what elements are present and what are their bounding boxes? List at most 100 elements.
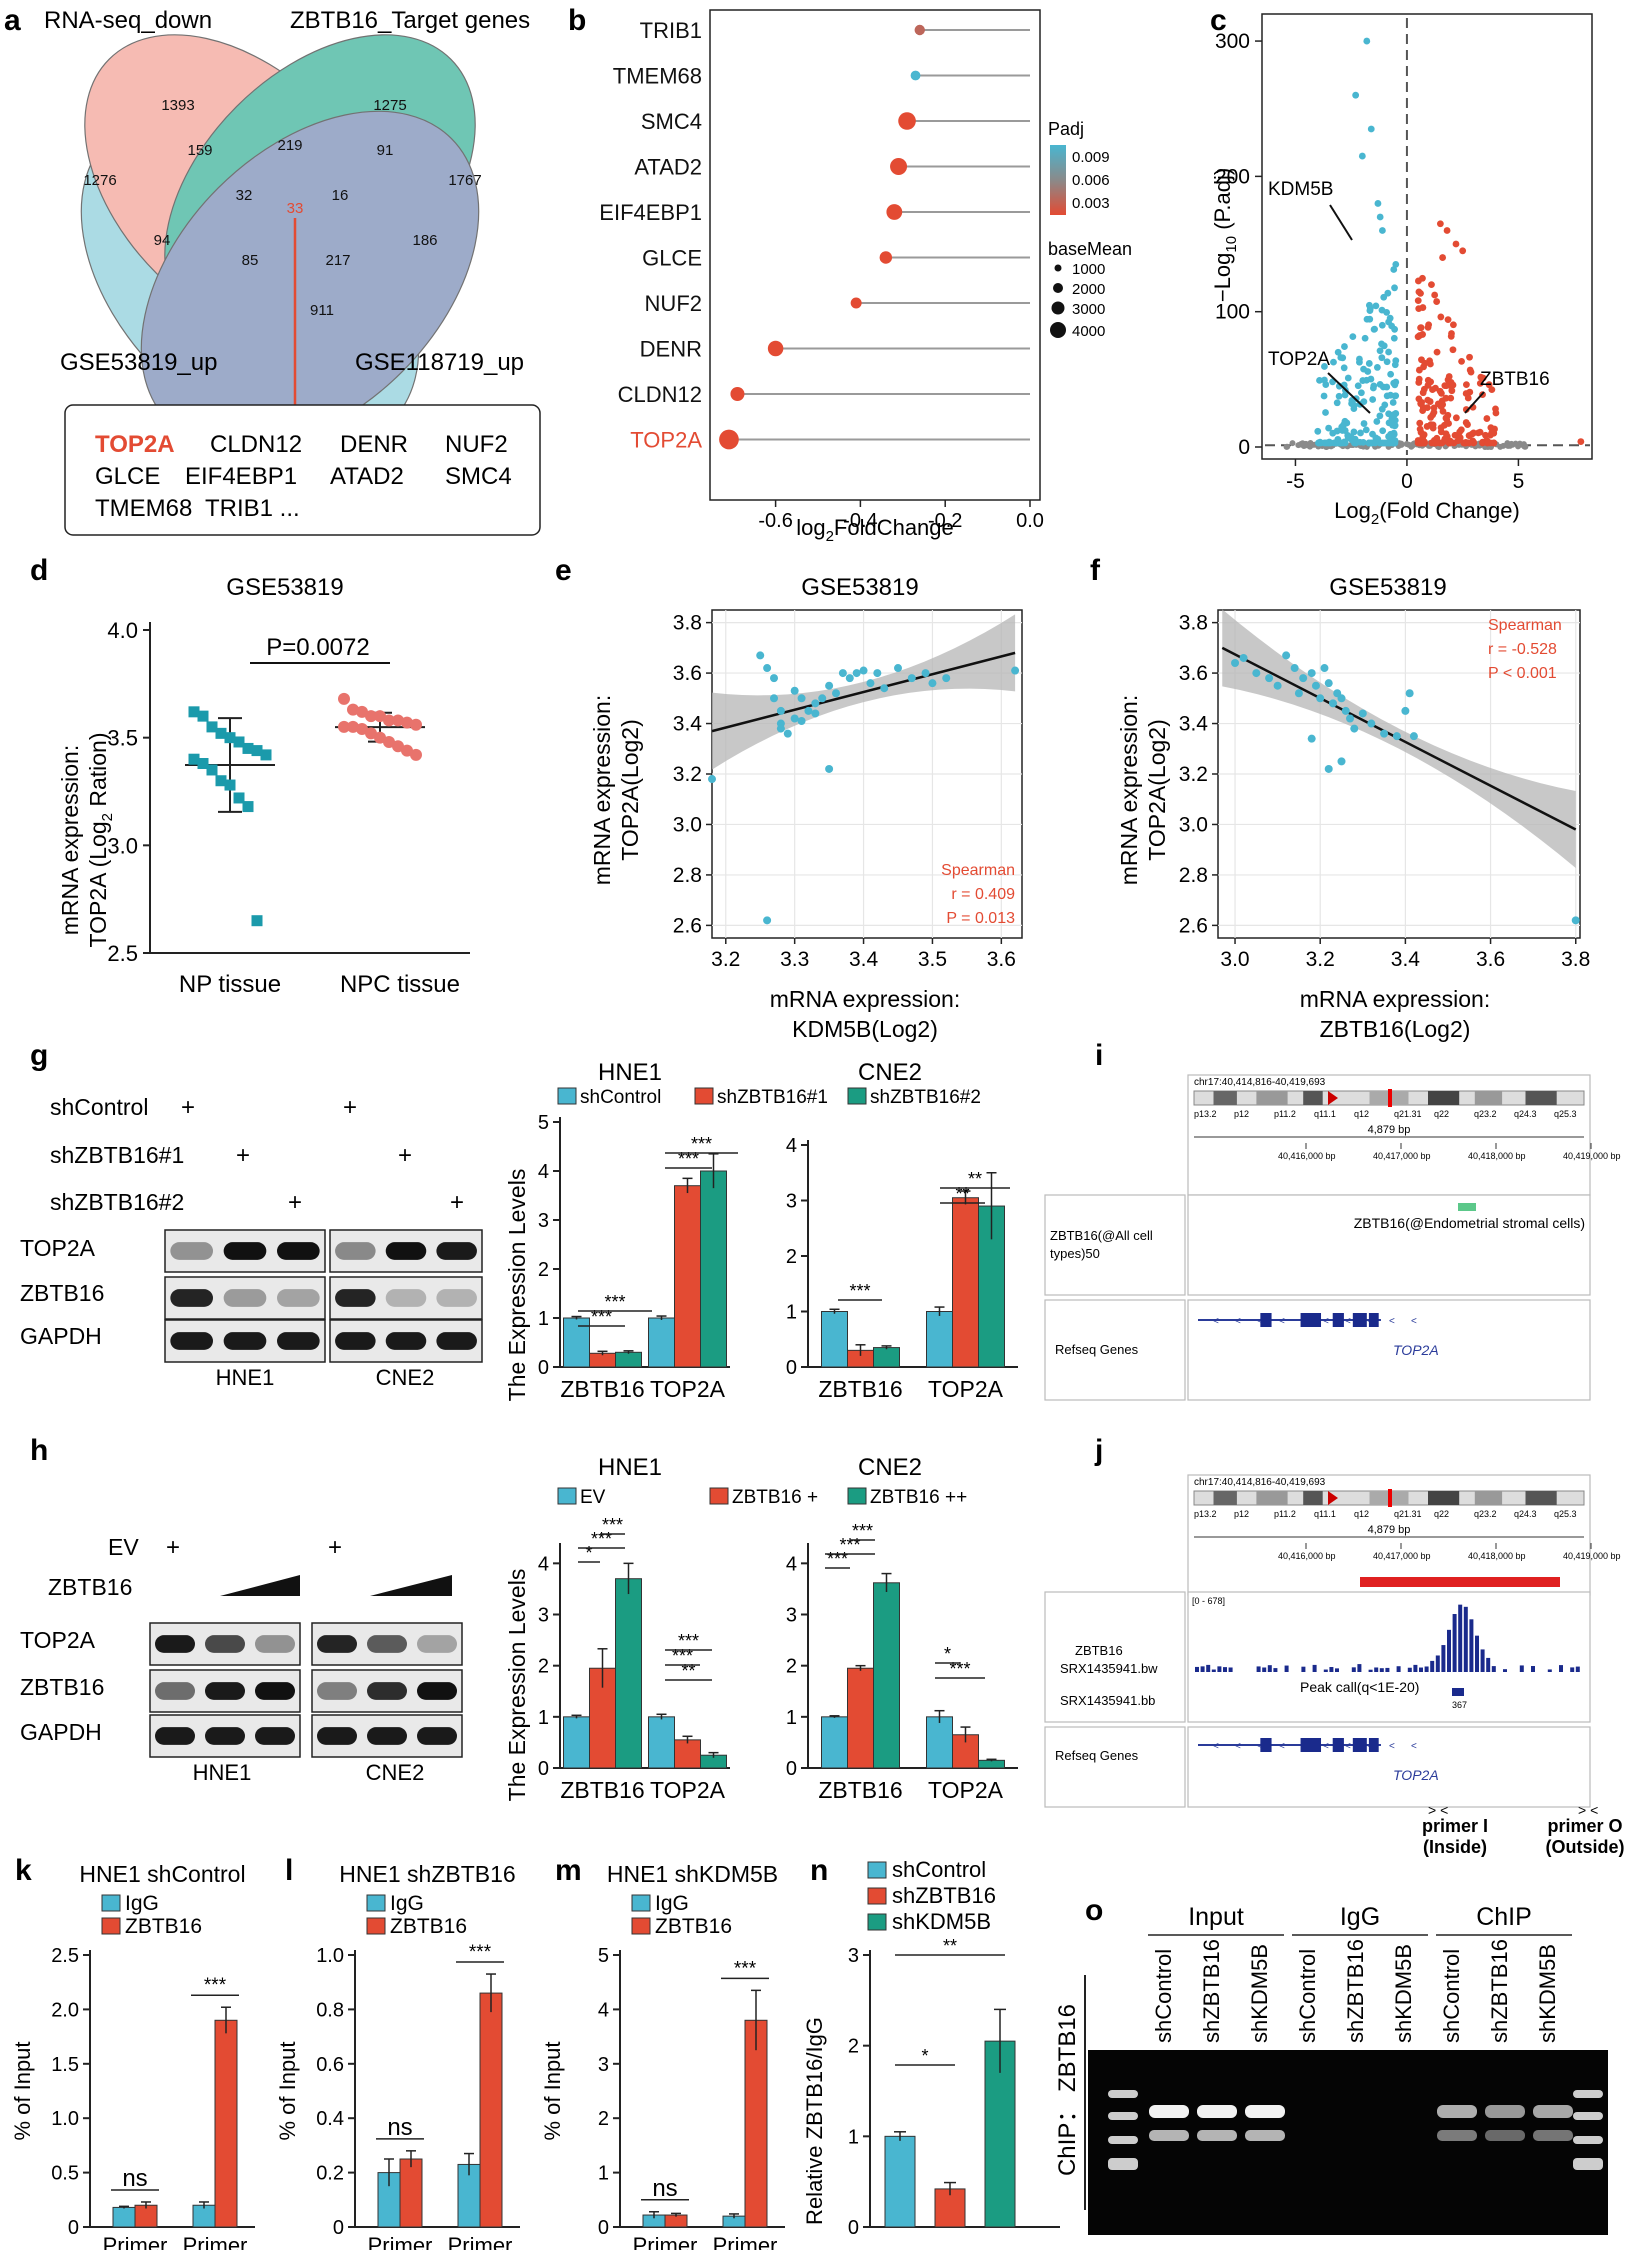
volcano-point-down — [1392, 260, 1400, 268]
panel_e-ytick-label: 3.2 — [673, 763, 702, 786]
panel-o-band — [1197, 2105, 1237, 2118]
panel-f-title: GSE53819 — [1329, 574, 1446, 601]
volcano-point-up — [1488, 386, 1496, 393]
panel_j-coord: 40,419,000 bp — [1563, 1551, 1621, 1561]
venn-count: 1275 — [373, 97, 406, 114]
panel_j-span: 4,879 bp — [1368, 1524, 1411, 1536]
wb-band-label: GAPDH — [20, 1323, 102, 1349]
panel-h-cne2-bar — [821, 1716, 848, 1769]
venn-label: ZBTB16_Target genes — [290, 7, 530, 34]
panel-h-letter: h — [30, 1434, 48, 1467]
volcano-point-down — [1366, 307, 1374, 315]
panel_k-ytick-label: 0.5 — [51, 2163, 79, 2185]
panel-j-primer-label: (Inside) — [1423, 1837, 1487, 1857]
panel_k-legend-label: ZBTB16 — [125, 1915, 202, 1938]
panel-j-primer-label: (Outside) — [1546, 1837, 1625, 1857]
panel-n-legend-swatch — [867, 1887, 887, 1905]
svg-text:+: + — [343, 1094, 357, 1121]
panel_j-band-label: q23.2 — [1474, 1509, 1497, 1519]
venn-gene-highlight: TOP2A — [95, 431, 175, 458]
venn-label: RNA-seq_down — [44, 7, 212, 34]
volcano-point-down — [1390, 334, 1398, 342]
sig-label: *** — [849, 1281, 870, 1301]
panel-o-gel — [1088, 2050, 1608, 2235]
panel_m-ylabel: % of Input — [540, 2041, 565, 2140]
volcano-point-up — [1458, 357, 1465, 365]
volcano-point-down — [1320, 392, 1328, 400]
volcano-point-down — [1335, 392, 1343, 400]
panel_e-point — [797, 717, 806, 726]
sig-label: ** — [955, 1184, 969, 1204]
panel_m-ytick-label: 2 — [598, 2108, 609, 2130]
panel-g-title: CNE2 — [858, 1059, 922, 1086]
volcano-point-down — [1385, 433, 1392, 440]
panel-h-cne2-bar — [926, 1716, 953, 1769]
panel-h-hne1-ytick-label: 1 — [538, 1707, 549, 1729]
panel-j-signal — [1284, 1665, 1289, 1672]
panel_e-xtick-label: 3.6 — [987, 948, 1016, 971]
lollipop-gene-label: TRIB1 — [640, 18, 702, 43]
volcano-point-up — [1449, 321, 1457, 329]
wb-g-hne1-band — [277, 1332, 320, 1350]
venn-gene: EIF4EBP1 — [185, 463, 297, 490]
panel-j-signal — [1379, 1668, 1384, 1672]
panel-g-hne1-bar — [589, 1352, 616, 1368]
wb-g-hne1-band — [170, 1289, 213, 1307]
wb-band-label: TOP2A — [20, 1627, 96, 1653]
panel-d-npc-point — [383, 714, 395, 727]
lollipop-gene-label: EIF4EBP1 — [599, 200, 702, 225]
volcano-point-up — [1443, 227, 1451, 234]
panel_f-point — [1252, 669, 1261, 678]
panel-h-legend-swatch — [557, 1487, 577, 1505]
panel_f-point — [1571, 916, 1580, 925]
panel-d-ytick-label: 3.5 — [107, 726, 138, 751]
panel-g-legend-label: shZBTB16#1 — [717, 1087, 828, 1108]
venn-count: 1393 — [161, 97, 194, 114]
panel-i-gene-arrow: < — [1323, 1316, 1329, 1327]
panel-o-lane-label: shZBTB16 — [1343, 1939, 1368, 2043]
panel_e-point — [880, 684, 889, 693]
volcano-point-ns — [1521, 443, 1528, 450]
lollipop-xlabel: log2FoldChange — [796, 515, 954, 545]
volcano-point-ns — [1408, 442, 1415, 449]
panel-h-cne2-bar — [847, 1667, 874, 1769]
volcano-point-up — [1429, 386, 1436, 393]
panel-j-signal — [1419, 1667, 1423, 1672]
panel-h-ylabel: The Expression Levels — [504, 1569, 530, 1802]
sig-label: *** — [691, 1134, 712, 1154]
volcano-point-up — [1415, 288, 1423, 296]
venn-gene: SMC4 — [445, 463, 512, 490]
volcano-ytick-label: 0 — [1238, 436, 1250, 459]
basemean-tick: 4000 — [1072, 323, 1105, 340]
panel-j-signal — [1480, 1649, 1485, 1672]
volcano-point-up — [1423, 423, 1431, 430]
panel-g-hne1-ytick-label: 3 — [538, 1210, 549, 1232]
venn-count: 219 — [277, 137, 302, 154]
panel_f-point — [1328, 699, 1337, 708]
panel_e-ytick-label: 3.6 — [673, 662, 702, 685]
panel_f-point — [1239, 653, 1248, 662]
volcano-point-up — [1452, 240, 1460, 248]
panel-b-letter: b — [568, 4, 586, 37]
panel-j-signal — [1329, 1667, 1334, 1672]
volcano-point-up — [1436, 220, 1444, 228]
volcano-point-up — [1417, 324, 1424, 332]
panel-j-track-box — [1187, 1591, 1591, 1723]
panel-h-cne2-group-label: TOP2A — [928, 1777, 1004, 1803]
panel_j-ideogram-band — [1428, 1491, 1460, 1505]
volcano-point-up — [1483, 415, 1491, 422]
panel-g-legend-label: shZBTB16#2 — [870, 1087, 981, 1108]
panel-h-hne1-bar — [674, 1739, 701, 1769]
volcano-point-down — [1379, 427, 1387, 435]
panel-j-exon — [1352, 1738, 1367, 1752]
panel-d-ytick-label: 3.0 — [107, 833, 138, 858]
panel-d-np-point — [251, 745, 263, 757]
volcano-point-up — [1415, 366, 1423, 374]
panel-d-np-point — [206, 764, 218, 776]
lollipop-gene-label: GLCE — [642, 246, 702, 271]
volcano-point-down — [1392, 357, 1400, 365]
panel-f-stat: P < 0.001 — [1488, 665, 1557, 682]
panel_k-ytick-label: 2.5 — [51, 1945, 79, 1967]
volcano-point-down — [1373, 418, 1381, 425]
panel-j-signal — [1256, 1666, 1261, 1672]
